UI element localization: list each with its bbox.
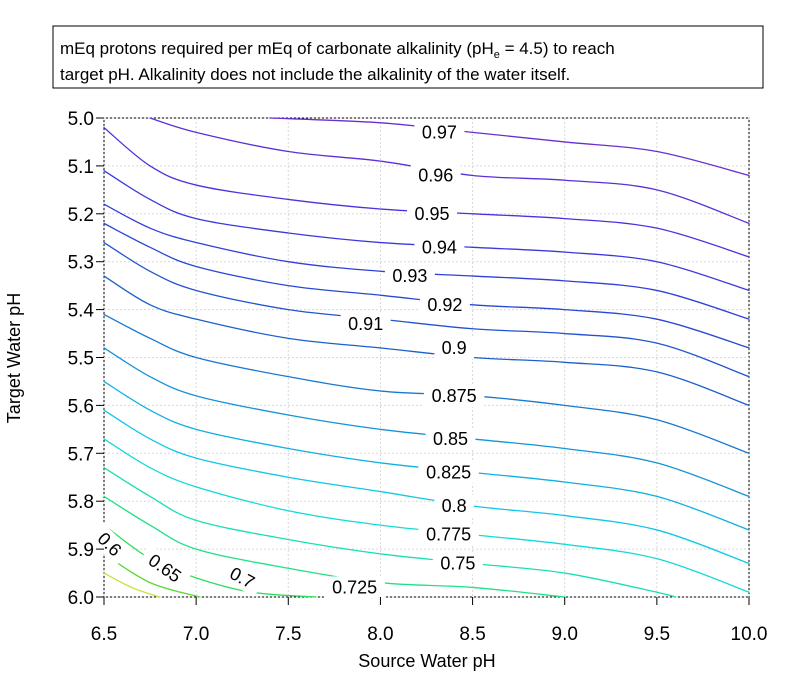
contour-label-bg-0-6	[87, 522, 132, 567]
x-axis-title: Source Water pH	[358, 651, 495, 671]
y-axis-title: Target Water pH	[4, 293, 24, 423]
contour-label-group-0-94: 0.94	[414, 236, 465, 259]
annotation-segment-1-1: mEq protons required per mEq of carbonat…	[60, 39, 494, 58]
contour-label-group-0-8: 0.8	[434, 494, 474, 517]
contour-label-group-0-97: 0.97	[414, 121, 465, 144]
y-tick-label-6: 5.6	[68, 396, 94, 417]
contour-label-0-93: 0.93	[392, 266, 427, 286]
contour-line-0-7	[103, 524, 317, 598]
contour-label-bg-0-725	[324, 576, 385, 599]
contour-label-bg-0-9	[434, 336, 474, 359]
axis-titles: Source Water pH Target Water pH	[4, 293, 496, 671]
x-tick-label-7: 10.0	[731, 624, 768, 645]
y-tick-label-8: 5.8	[68, 492, 94, 513]
contour-label-0-92: 0.92	[427, 295, 462, 315]
contour-label-0-875: 0.875	[432, 386, 477, 406]
y-tick-label-4: 5.4	[68, 301, 95, 322]
contour-label-bg-0-96	[410, 164, 461, 187]
x-tick-label-4: 8.5	[459, 624, 485, 645]
contour-label-group-0-725: 0.725	[324, 576, 385, 599]
contour-label-0-94: 0.94	[422, 237, 457, 257]
contour-label-group-0-85: 0.85	[425, 427, 476, 450]
contour-label-bg-0-7	[219, 558, 265, 597]
x-tick-label-2: 7.5	[275, 624, 301, 645]
annotation-segment-2-1: target pH. Alkalinity does not include t…	[60, 65, 570, 84]
contour-label-0-8: 0.8	[442, 496, 467, 516]
contour-label-bg-0-95	[407, 202, 458, 225]
contour-label-bg-0-85	[425, 427, 476, 450]
contour-label-0-91: 0.91	[348, 314, 383, 334]
contour-label-0-97: 0.97	[422, 122, 457, 142]
y-tick-label-7: 5.7	[68, 444, 94, 465]
contour-line-0-8	[103, 409, 750, 565]
x-tick-label-3: 8.0	[367, 624, 393, 645]
contour-label-group-0-9: 0.9	[434, 336, 474, 359]
contour-labels: 0.97 0.96 0.95 0.94 0.930.92 0.91 0.9 0.875 0.85…	[87, 121, 485, 599]
contour-label-group-0-95: 0.95	[407, 202, 458, 225]
contour-label-bg-0-93	[384, 265, 435, 288]
contour-line-0-825	[103, 380, 750, 531]
y-tick-label-1: 5.1	[68, 157, 94, 178]
contour-line-0-97	[269, 117, 750, 177]
contour-label-group-0-92: 0.92	[419, 293, 470, 316]
contour-line-0-85	[103, 347, 750, 498]
y-tick-label-2: 5.2	[68, 205, 94, 226]
contour-line-0-775	[103, 438, 750, 593]
contour-line-0-875	[103, 313, 750, 454]
annotation: mEq protons required per mEq of carbonat…	[52, 25, 764, 89]
contour-line-0-95	[103, 126, 750, 258]
gridlines	[103, 117, 750, 598]
contour-line-0-6	[103, 572, 160, 598]
contour-label-0-75: 0.75	[440, 553, 475, 573]
y-tick-label-0: 5.0	[68, 109, 94, 130]
contour-label-bg-0-875	[423, 384, 485, 407]
contour-line-0-92	[103, 222, 750, 349]
x-tick-label-6: 9.5	[644, 624, 670, 645]
annotation-segment-1-3: = 4.5) to reach	[500, 39, 615, 58]
y-tick-label-3: 5.3	[68, 253, 94, 274]
contour-label-bg-0-65	[138, 544, 192, 592]
contour-line-0-75	[103, 467, 676, 598]
contour-label-group-0-825: 0.825	[418, 461, 479, 484]
annotation-line-2: target pH. Alkalinity does not include t…	[60, 65, 570, 84]
contour-label-group-0-91: 0.91	[340, 312, 391, 335]
contour-line-0-94	[103, 170, 750, 292]
contour-label-bg-0-775	[418, 523, 479, 546]
contour-label-group-0-75: 0.75	[432, 552, 483, 575]
x-tick-label-1: 7.0	[183, 624, 209, 645]
annotation-line-1: mEq protons required per mEq of carbonat…	[60, 39, 615, 61]
contour-line-0-725	[103, 495, 566, 598]
contour-label-bg-0-825	[418, 461, 479, 484]
contour-label-0-825: 0.825	[426, 462, 471, 482]
contour-label-0-85: 0.85	[433, 429, 468, 449]
contour-label-bg-0-94	[414, 236, 465, 259]
y-tick-label-9: 5.9	[68, 540, 94, 561]
contour-label-bg-0-92	[419, 293, 470, 316]
contour-label-0-96: 0.96	[418, 165, 453, 185]
contour-label-bg-0-75	[432, 552, 483, 575]
contour-label-0-9: 0.9	[442, 338, 467, 358]
contour-label-bg-0-97	[414, 121, 465, 144]
contour-lines	[103, 117, 750, 598]
contour-label-group-0-875: 0.875	[423, 384, 485, 407]
y-tick-label-5: 5.5	[68, 349, 94, 370]
contour-label-0-95: 0.95	[415, 204, 450, 224]
x-tick-label-5: 9.0	[552, 624, 578, 645]
contour-label-bg-0-8	[434, 494, 474, 517]
contour-label-0-725: 0.725	[332, 577, 377, 597]
axes: 6.5 7.0 7.5 8.0 8.5 9.0 9.5 10.0 5.0 5.1 5.2 5.3 5.4…	[68, 109, 768, 645]
contour-label-bg-0-91	[340, 312, 391, 335]
annotation-box	[52, 25, 764, 89]
annotation-segment-1-2: e	[494, 49, 500, 61]
contour-label-group-0-96: 0.96	[410, 164, 461, 187]
contour-label-group-0-775: 0.775	[418, 523, 479, 546]
contour-label-group-0-93: 0.93	[384, 265, 435, 288]
contour-label-0-775: 0.775	[426, 525, 471, 545]
contour-line-0-9	[103, 275, 750, 407]
x-tick-label-0: 6.5	[91, 624, 117, 645]
y-tick-label-10: 6.0	[68, 588, 94, 609]
